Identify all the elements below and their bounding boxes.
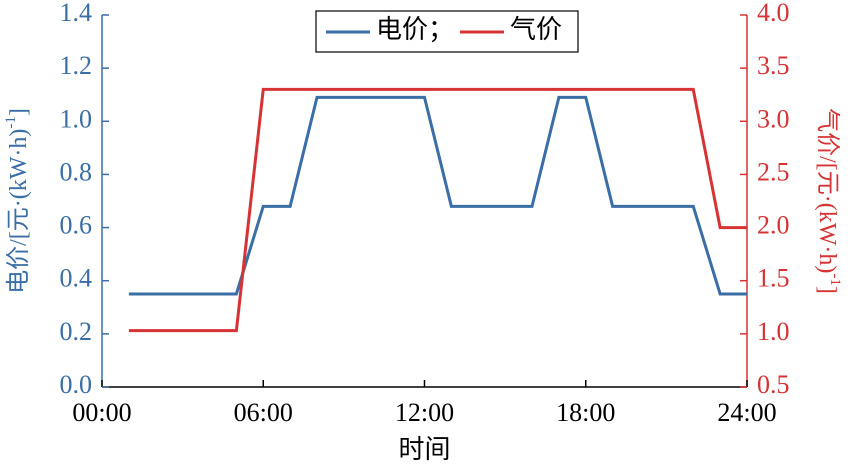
y-tick-label: 0.0 <box>60 370 93 399</box>
y2-tick-label: 3.5 <box>757 51 790 80</box>
y-axis-label: 电价/[元·(kW·h)-1] <box>3 108 31 294</box>
y-tick-label: 0.2 <box>60 317 93 346</box>
series-line <box>128 87 747 333</box>
y-tick-label: 1.4 <box>60 0 93 27</box>
x-tick-label: 12:00 <box>395 398 454 427</box>
y-tick-label: 1.0 <box>60 104 93 133</box>
y-tick-label: 0.4 <box>60 264 93 293</box>
x-tick-label: 18:00 <box>556 398 615 427</box>
x-tick-label: 06:00 <box>234 398 293 427</box>
y2-tick-label: 0.5 <box>757 370 790 399</box>
y-tick-label: 0.6 <box>60 211 93 240</box>
y-axis-label-part: 电价/[元·(kW·h) <box>5 129 32 294</box>
y2-axis-label-part: 气价/[元·(kW·h) <box>814 108 841 273</box>
y2-tick-label: 4.0 <box>757 0 790 27</box>
y-tick-label: 1.2 <box>60 51 93 80</box>
y-tick-label: 0.8 <box>60 157 93 186</box>
y2-tick-label: 2.5 <box>757 157 790 186</box>
y2-axis-label-part: ] <box>814 286 840 294</box>
y2-tick-label: 1.5 <box>757 264 790 293</box>
y2-axis-label-part: -1 <box>827 273 843 286</box>
y2-tick-label: 3.0 <box>757 104 790 133</box>
x-tick-label: 00:00 <box>72 398 131 427</box>
y2-tick-label: 2.0 <box>757 211 790 240</box>
legend-label: 气价 <box>510 15 562 44</box>
x-tick-label: 24:00 <box>717 398 776 427</box>
y2-axis-label: 气价/[元·(kW·h)-1] <box>814 108 842 294</box>
x-axis-label: 时间 <box>398 435 450 464</box>
legend-label: 电价； <box>376 15 454 44</box>
series-line <box>128 95 747 296</box>
y-axis-label-part: ] <box>6 108 32 116</box>
y2-tick-label: 1.0 <box>757 317 790 346</box>
y-axis-label-part: -1 <box>3 116 19 129</box>
